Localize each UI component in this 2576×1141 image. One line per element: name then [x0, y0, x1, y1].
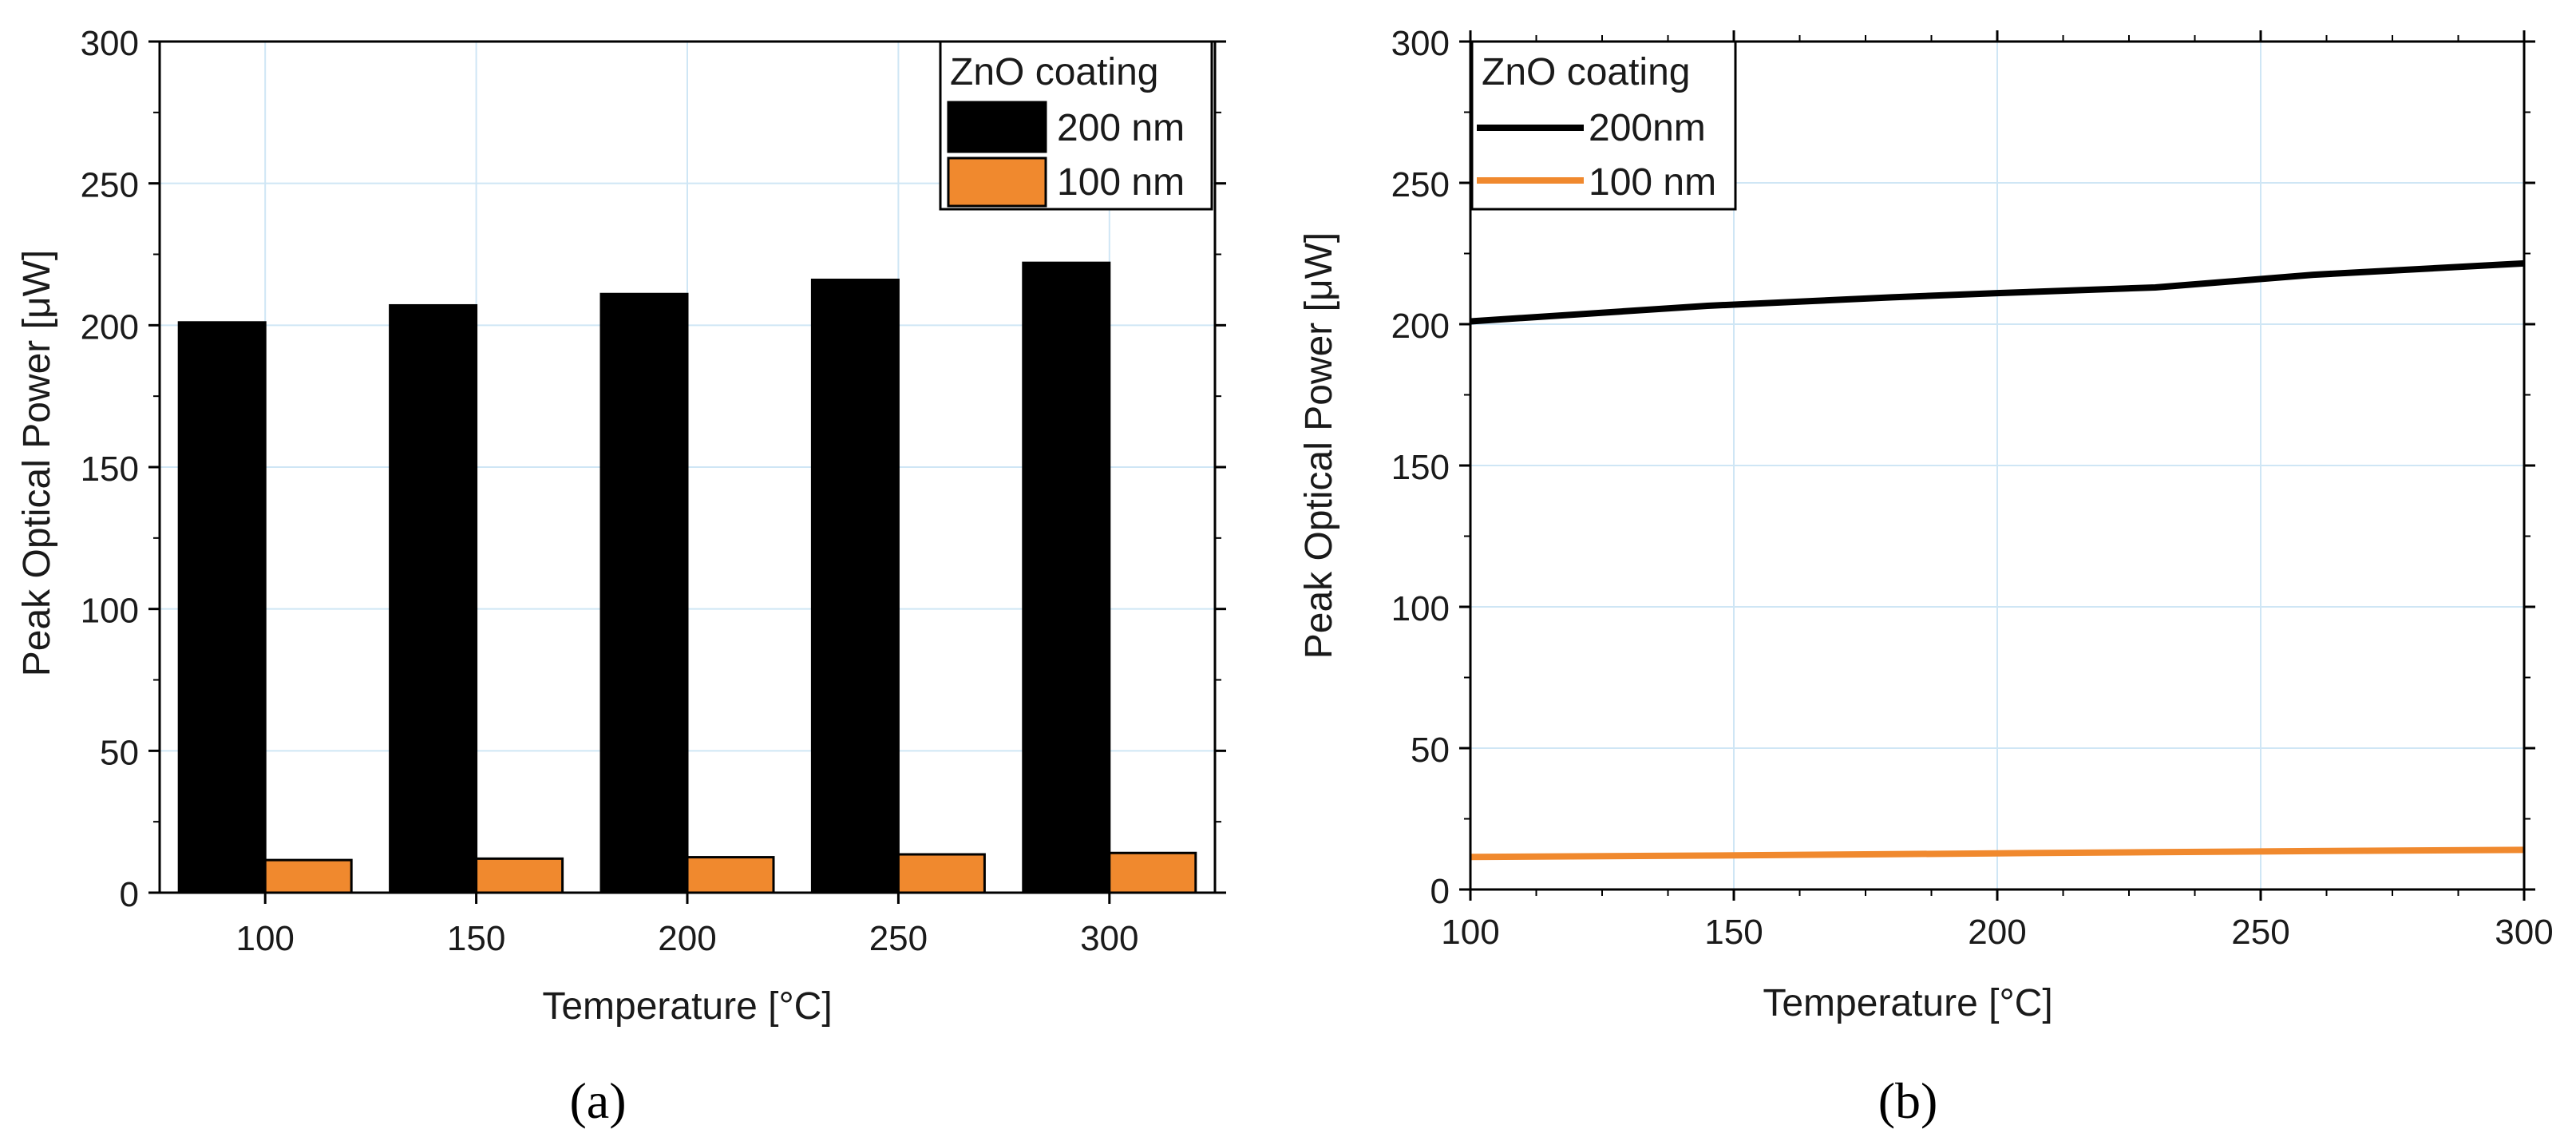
legend-swatch-100nm [947, 156, 1047, 208]
y-tick-label: 200 [81, 307, 139, 347]
series-lines [1470, 259, 2525, 861]
x-tick-label: 150 [447, 919, 505, 958]
plot-frame [158, 40, 1217, 894]
x-tick-label: 250 [869, 919, 928, 958]
bar-100nm-300 [1108, 851, 1197, 894]
bar-200nm-200 [599, 292, 689, 894]
y-tick-label: 300 [1391, 24, 1450, 63]
tick-labels: 0 50 100 150 200 250 300 100 150 200 250 300 [1391, 24, 2554, 952]
bar-200nm-100 [177, 321, 267, 894]
panel-label-a: (a) [569, 1072, 626, 1129]
x-tick-label: 300 [1080, 919, 1138, 958]
legend-label-100nm: 100 nm [1057, 161, 1185, 204]
y-tick-label: 50 [1411, 731, 1450, 770]
legend-title: ZnO coating [1482, 51, 1690, 93]
x-tick-label: 150 [1704, 913, 1763, 952]
x-tick-label: 250 [2231, 913, 2289, 952]
legend: ZnO coating 200 nm 100 nm [939, 40, 1213, 211]
grid-lines [1470, 42, 2524, 889]
legend-label-200nm: 200nm [1589, 107, 1706, 149]
y-tick-label: 50 [100, 733, 139, 772]
x-tick-label: 300 [2495, 913, 2553, 952]
bar-200nm-250 [810, 278, 900, 894]
chart-panel-b: 0 50 100 150 200 250 300 100 150 200 250 300 Temper… [1298, 24, 2554, 1129]
y-tick-label: 150 [1391, 448, 1450, 487]
legend-title: ZnO coating [950, 51, 1158, 93]
bar-200nm-300 [1022, 261, 1111, 894]
x-tick-label: 100 [235, 919, 294, 958]
y-tick-label: 250 [81, 166, 139, 205]
legend-label-100nm: 100 nm [1589, 161, 1716, 204]
bar-100nm-150 [475, 857, 564, 894]
legend: ZnO coating 200nm 100 nm [1470, 40, 1737, 211]
bar-100nm-100 [263, 858, 353, 894]
y-tick-label: 150 [81, 450, 139, 489]
y-axis-title: Peak Optical Power [μW] [16, 250, 58, 677]
chart-panel-a: 0 50 100 150 200 250 300 100 150 200 250 300 Temper… [16, 24, 1226, 1129]
series-line-100nm [1470, 846, 2525, 861]
series-line-200nm [1470, 259, 2525, 325]
y-tick-label: 250 [1391, 165, 1450, 204]
panel-label-b: (b) [1878, 1072, 1938, 1129]
y-tick-label: 0 [1430, 872, 1450, 911]
bar-group [177, 261, 1197, 894]
x-tick-label: 200 [1968, 913, 2026, 952]
x-tick-label: 200 [658, 919, 716, 958]
axes [1459, 30, 2535, 901]
bar-100nm-250 [896, 853, 986, 894]
bar-100nm-200 [686, 856, 775, 894]
y-axis-title: Peak Optical Power [μW] [1298, 232, 1340, 660]
plot-frame [1469, 40, 2526, 891]
y-tick-label: 200 [1391, 307, 1450, 346]
x-axis-title: Temperature [°C] [542, 985, 832, 1028]
y-tick-label: 0 [120, 875, 139, 914]
y-tick-label: 300 [81, 24, 139, 63]
bar-200nm-150 [389, 303, 478, 894]
x-axis-title: Temperature [°C] [1763, 982, 2052, 1024]
x-tick-label: 100 [1441, 913, 1499, 952]
axes [148, 40, 1226, 904]
tick-labels: 0 50 100 150 200 250 300 100 150 200 250 300 [81, 24, 1139, 958]
y-tick-label: 100 [1391, 589, 1450, 628]
legend-swatch-200nm [947, 101, 1047, 153]
legend-label-200nm: 200 nm [1057, 107, 1185, 149]
y-tick-label: 100 [81, 592, 139, 631]
